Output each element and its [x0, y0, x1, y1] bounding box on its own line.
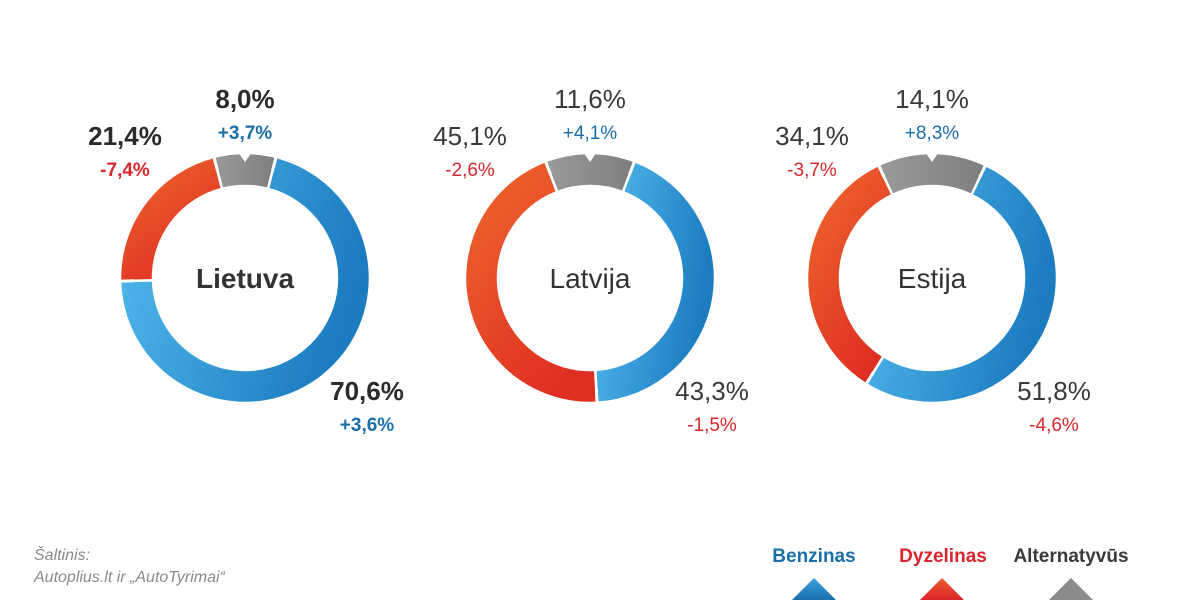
value-label-lietuva-alternatyvus: 8,0% — [215, 84, 274, 114]
slice-divider-estija-0 — [864, 371, 875, 386]
change-label-latvija-dyzelinas: -2,6% — [445, 160, 495, 181]
value-label-latvija-dyzelinas: 45,1% — [433, 121, 507, 151]
change-label-lietuva-benzinas: +3,6% — [340, 415, 395, 436]
top-notch-estija — [925, 152, 939, 162]
legend-marker-alternatyvus — [1049, 578, 1093, 600]
slice-latvija-benzinas — [593, 159, 717, 405]
slice-latvija-dyzelinas — [463, 159, 599, 405]
slice-estija-dyzelinas — [805, 163, 895, 386]
value-label-estija-dyzelinas: 34,1% — [775, 121, 849, 151]
change-label-estija-benzinas: -4,6% — [1029, 415, 1079, 436]
source-text: Autoplius.lt ir „AutoTyrimai“ — [34, 569, 225, 586]
slice-lietuva-benzinas — [118, 155, 372, 405]
chart-title-latvija: Latvija — [550, 263, 631, 294]
slice-divider-lietuva-1 — [212, 155, 219, 171]
chart-title-estija: Estija — [898, 263, 967, 294]
slice-divider-latvija-2 — [628, 159, 637, 175]
value-label-lietuva-benzinas: 70,6% — [330, 376, 404, 406]
slice-divider-lietuva-2 — [271, 155, 278, 171]
change-label-latvija-benzinas: -1,5% — [687, 415, 737, 436]
legend-alternatyvus: Alternatyvūs — [1013, 546, 1129, 567]
value-label-latvija-alternatyvus: 11,6% — [554, 84, 626, 114]
source-note: Šaltinis: Autoplius.lt ir „AutoTyrimai“ — [34, 545, 225, 589]
slice-divider-latvija-0 — [594, 388, 599, 404]
slice-estija-alternatyvus — [876, 151, 988, 197]
slice-divider-estija-2 — [978, 163, 988, 179]
slice-latvija-alternatyvus — [543, 151, 637, 194]
value-label-lietuva-dyzelinas: 21,4% — [88, 121, 162, 151]
value-label-latvija-benzinas: 43,3% — [675, 376, 749, 406]
chart-title-lietuva: Lietuva — [196, 263, 294, 294]
change-label-estija-alternatyvus: +8,3% — [905, 123, 960, 144]
change-label-latvija-alternatyvus: +4,1% — [563, 123, 618, 144]
change-label-lietuva-dyzelinas: -7,4% — [100, 160, 150, 181]
legend-dyzelinas: Dyzelinas — [899, 546, 987, 567]
legend-marker-dyzelinas — [920, 578, 964, 600]
slice-estija-benzinas — [864, 163, 1059, 405]
slice-lietuva-alternatyvus — [212, 151, 278, 191]
top-notch-latvija — [583, 152, 597, 162]
slice-divider-latvija-1 — [543, 159, 552, 175]
legend-benzinas: Benzinas — [772, 546, 856, 567]
value-label-estija-alternatyvus: 14,1% — [895, 84, 969, 114]
top-notch-lietuva — [238, 152, 252, 162]
slice-divider-estija-1 — [876, 163, 886, 179]
change-label-lietuva-alternatyvus: +3,7% — [218, 123, 273, 144]
legend-marker-benzinas — [792, 578, 836, 600]
change-label-estija-dyzelinas: -3,7% — [787, 160, 837, 181]
source-label: Šaltinis: — [34, 547, 91, 564]
value-label-estija-benzinas: 51,8% — [1017, 376, 1091, 406]
